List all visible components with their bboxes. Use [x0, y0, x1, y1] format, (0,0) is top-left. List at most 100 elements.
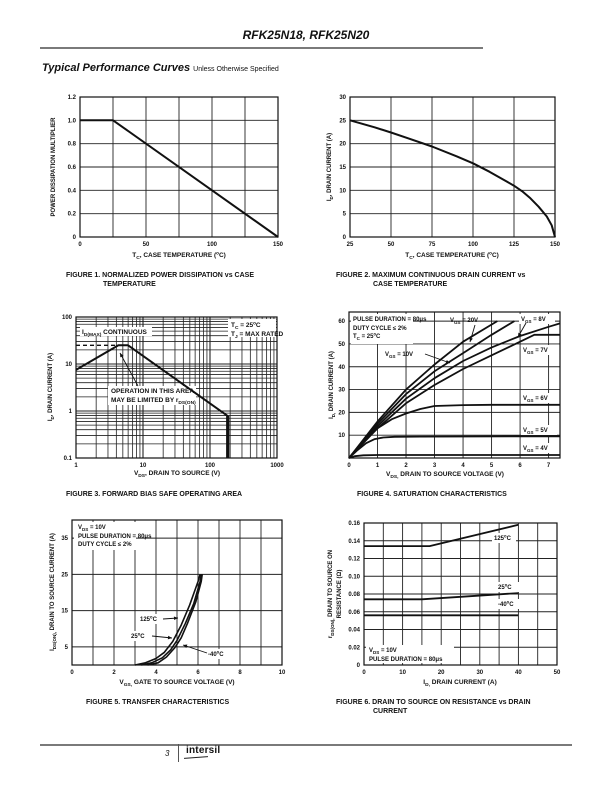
figure-6-plot: 0 10 20 30 40 50 0 0.02 0.04 0.06 0.08 0.10 0.12 0.14…: [328, 521, 561, 688]
figure-3-idmax-label-part: CONTINUOUS: [101, 329, 147, 336]
fig1-frame: [79, 96, 279, 238]
figure-5-duty-annotation: DUTY CYCLE ≤ 2%: [78, 542, 132, 548]
fig5-xtick-label: 10: [279, 670, 286, 676]
caption-line: CURRENT: [373, 708, 408, 715]
figure-3-idmax-label: ID(MAX)​ CONTINUOUS: [82, 329, 148, 338]
figure-4-x-axis-label-part: DRAIN TO SOURCE VOLTAGE (V): [399, 471, 504, 478]
fig1-ytick-label: 0.8: [68, 142, 77, 148]
fig4-ytick-label: 20: [338, 410, 345, 416]
figure-4-tc-annotation-part: T: [353, 334, 357, 340]
figure-1-x-axis-label-part: , CASE TEMPERATURE (: [140, 252, 217, 259]
fig4-ytick-label: 40: [338, 365, 345, 371]
fig1-xtick-label: 150: [273, 242, 284, 248]
figure-2-x-axis-label-part: C: [409, 255, 413, 261]
figure-5-series-label: 25o​C: [131, 632, 145, 640]
fig1-xtick-label: 0: [78, 242, 82, 248]
figure-4-tc-annotation: TC​ = 25o​C: [353, 332, 381, 341]
fig2-ytick-label: 15: [339, 165, 346, 171]
figure-4-series-line: [348, 435, 561, 459]
figure-5-vds-annotation-part: V: [78, 525, 82, 531]
label-background: [138, 614, 162, 624]
figure-5-series-label-part: o: [150, 615, 153, 620]
fig5-xtick-label: 2: [112, 670, 116, 676]
figure-2-caption: FIGURE 2. MAXIMUM CONTINUOUS DRAIN CURRE…: [336, 271, 525, 289]
figure-5-y-axis-label-part: DRAIN TO SOURCE CURRENT (A): [50, 533, 56, 632]
fig4-ytick-label: 50: [338, 342, 345, 348]
label-background: [129, 631, 153, 641]
figure-6-vds-annotation-part: V: [369, 648, 373, 654]
figure-4-series-label-part: V: [521, 317, 525, 323]
fig2-xtick-label: 75: [429, 242, 436, 248]
caption-line: FIGURE 6. DRAIN TO SOURCE ON RESISTANCE …: [336, 699, 531, 706]
fig6-ytick-label: 0.10: [348, 574, 360, 580]
label-background: [496, 599, 520, 609]
figure-5-series-line: [141, 574, 202, 666]
footer-divider: [178, 744, 179, 762]
fig4-ytick-label: 60: [338, 319, 345, 325]
figure-4-series-label-part: V: [385, 352, 389, 358]
figure-4-series-label-part: V: [450, 318, 454, 324]
figure-5-x-axis-label-part: V: [119, 679, 124, 686]
figure-2-x-axis-label-part: o: [489, 250, 492, 255]
label-background: [521, 425, 557, 435]
fig1-ytick-label: 1.2: [68, 95, 77, 101]
intersil-logo: intersil: [183, 745, 221, 759]
figure-2-series-line: [349, 119, 556, 238]
figure-6-pulse-annotation-part: PULSE DURATION = 80: [369, 657, 436, 663]
figure-1-x-axis-label-part: T: [132, 252, 136, 259]
figure-6-series-label-part: o: [505, 583, 508, 588]
figure-4-series-label-part: V: [523, 348, 527, 354]
fig5-xtick-label: 6: [196, 670, 200, 676]
figure-5-x-axis-label: VGS,​ GATE TO SOURCE VOLTAGE (V): [119, 679, 234, 688]
fig2-xtick-label: 100: [468, 242, 479, 248]
fig2-xtick-label: 125: [509, 242, 520, 248]
figure-3-tj-annotation-part: = MAX RATED: [238, 331, 284, 338]
figure-5-pulse-annotation-part: PULSE DURATION = 80: [78, 534, 145, 540]
fig3-ytick-label: 10: [65, 362, 72, 368]
figure-4-y-axis-label: ID,​ DRAIN CURRENT (A): [329, 351, 336, 419]
fig4-xtick-label: 3: [433, 463, 437, 469]
fig5-ytick-label: 35: [61, 536, 68, 542]
figure-5-series-line: [147, 574, 203, 666]
figure-2-y-axis-label-part: D: [329, 195, 334, 199]
figure-3-area-annotation-line1-part: OPERATION IN THIS AREA: [111, 388, 194, 395]
logo-text: intersil: [186, 745, 221, 756]
fig1-xtick-label: 100: [207, 242, 218, 248]
fig6-xtick-label: 0: [362, 670, 366, 676]
figure-6-series-label-part: C: [507, 585, 512, 591]
figure-5-x-axis-label-part: GATE TO SOURCE VOLTAGE (V): [132, 679, 234, 686]
fig4-xtick-label: 4: [461, 463, 465, 469]
fig6-ytick-label: 0.16: [348, 521, 360, 527]
fig4-xtick-label: 0: [347, 463, 351, 469]
figure-4-series-label-part: = 7V: [534, 348, 548, 354]
figure-5-series-label-part: C: [153, 617, 158, 623]
figure-5-series-label-part: 25: [131, 634, 138, 640]
figure-1-x-axis-label-part: C): [219, 252, 226, 259]
figure-1-x-axis-label-part: C: [136, 255, 140, 261]
label-background: [366, 645, 454, 663]
figure-4-series-line: [348, 320, 515, 459]
fig6-xtick-label: 30: [476, 670, 483, 676]
figure-4-series-line: [348, 333, 560, 459]
figure-2-y-axis-label: ID​, DRAIN CURRENT (A): [327, 133, 334, 201]
figure-3-tc-annotation: TC​ = 25o​C: [231, 320, 261, 331]
figure-4-series-label-part: GS: [454, 320, 461, 325]
figure-4-x-axis-label-part: V: [386, 471, 391, 478]
section-title-text: Typical Performance Curves: [42, 62, 191, 74]
label-background: [496, 582, 520, 592]
label-background: [351, 314, 413, 344]
figure-6-x-axis-label-part: DRAIN CURRENT (A): [430, 679, 497, 686]
fig5-ytick-label: 15: [61, 609, 68, 615]
fig2-xtick-label: 50: [388, 242, 395, 248]
figure-6-series-label-part: o: [504, 534, 507, 539]
figure-6-y-axis-label-line1-part: r: [328, 635, 334, 638]
figure-1-x-axis-label-part: o: [216, 250, 219, 255]
fig5-xtick-label: 4: [154, 670, 158, 676]
figure-4-x-axis-label: VDS,​ DRAIN TO SOURCE VOLTAGE (V): [386, 471, 504, 480]
figure-4-series-label-part: V: [523, 428, 527, 434]
figure-6-y-axis-label-line1-part: DS(ON),: [330, 618, 335, 635]
figure-4-series-line: [348, 322, 561, 459]
fig2-ytick-label: 20: [339, 142, 346, 148]
fig6-xtick-label: 40: [515, 670, 522, 676]
figure-6-series-label-part: 125: [494, 536, 505, 542]
